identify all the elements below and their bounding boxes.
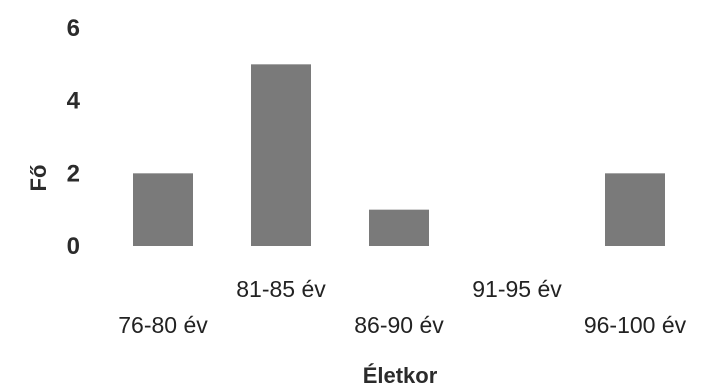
x-tick-labels: 76-80 év 81-85 év 86-90 év 91-95 év 96-100 é…: [118, 276, 686, 338]
x-tick-label-3: 91-95 év: [472, 276, 562, 302]
x-tick-label-0: 76-80 év: [118, 312, 208, 338]
y-tick-4: 4: [67, 88, 81, 115]
y-tick-6: 6: [67, 15, 80, 42]
bar-1: [251, 64, 311, 246]
bar-2: [369, 209, 429, 246]
x-axis-label: Életkor: [363, 363, 438, 388]
x-tick-label-4: 96-100 év: [584, 312, 687, 338]
x-tick-label-1: 81-85 év: [236, 276, 326, 302]
y-axis-label: Fő: [26, 165, 51, 192]
y-tick-0: 0: [67, 233, 80, 260]
y-tick-labels: 0 2 4 6: [67, 15, 81, 260]
bar-4: [605, 173, 665, 246]
bar-0: [133, 173, 193, 246]
bars: [133, 64, 665, 246]
x-tick-label-2: 86-90 év: [354, 312, 444, 338]
y-tick-2: 2: [67, 160, 80, 187]
